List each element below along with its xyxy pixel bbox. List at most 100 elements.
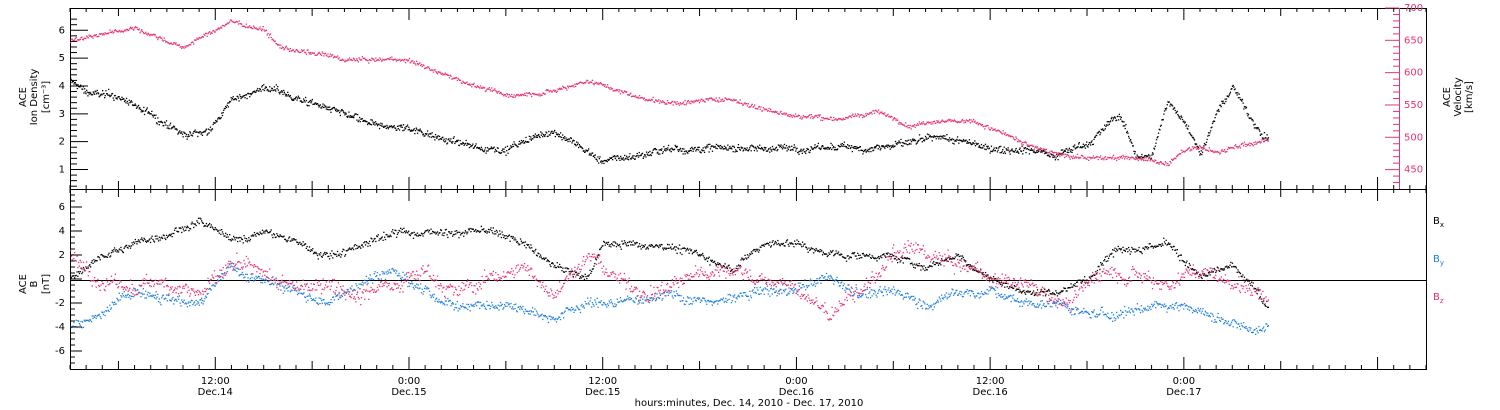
density-point — [1017, 151, 1019, 153]
bx-point — [487, 228, 490, 231]
bx-point — [750, 253, 752, 256]
by-point — [217, 280, 220, 282]
by-point — [104, 314, 106, 317]
velocity-point — [690, 100, 693, 102]
density-point — [233, 99, 235, 101]
velocity-point — [312, 52, 315, 55]
bx-point — [608, 245, 610, 247]
density-point — [979, 146, 981, 148]
density-point — [1044, 151, 1047, 153]
bx-point — [1194, 269, 1196, 271]
velocity-point — [354, 60, 356, 62]
velocity-point — [892, 119, 894, 121]
by-point — [205, 295, 207, 297]
bx-point — [1049, 293, 1051, 295]
bx-point — [1256, 293, 1258, 295]
velocity-point — [1193, 146, 1195, 148]
bx-point — [114, 250, 116, 252]
velocity-point — [1097, 158, 1099, 161]
density-point — [1099, 134, 1101, 136]
velocity-point — [988, 127, 990, 129]
velocity-point — [941, 119, 944, 121]
density-point — [1183, 122, 1186, 124]
velocity-point — [636, 97, 638, 99]
density-point — [1241, 98, 1244, 101]
velocity-point — [802, 115, 804, 117]
density-point — [910, 140, 913, 143]
density-point — [1058, 154, 1060, 156]
by-point — [220, 279, 222, 281]
by-point — [172, 296, 174, 299]
bx-point — [874, 257, 876, 259]
velocity-point — [1251, 143, 1253, 145]
bx-point — [733, 271, 735, 273]
velocity-point — [905, 122, 907, 124]
by-point — [90, 321, 93, 323]
density-point — [156, 123, 158, 125]
density-point — [1245, 107, 1247, 109]
velocity-point — [420, 64, 422, 67]
velocity-point — [245, 23, 248, 25]
velocity-point — [1221, 149, 1223, 151]
density-point — [635, 155, 637, 158]
bx-point — [801, 246, 803, 248]
velocity-point — [355, 59, 357, 62]
velocity-point — [109, 29, 111, 31]
density-point — [1061, 152, 1063, 155]
bx-point — [355, 248, 357, 250]
velocity-point — [894, 118, 896, 120]
density-point — [230, 97, 232, 99]
density-point — [937, 136, 939, 138]
density-point — [385, 127, 387, 129]
bx-point — [398, 229, 400, 232]
density-point — [619, 159, 621, 161]
velocity-point — [487, 88, 489, 90]
velocity-point — [1249, 145, 1251, 147]
density-point — [655, 148, 658, 151]
density-point — [189, 132, 192, 134]
bx-point — [92, 262, 94, 264]
velocity-point — [633, 95, 635, 97]
bx-point — [78, 272, 81, 275]
velocity-point — [1173, 158, 1175, 160]
velocity-point — [1149, 160, 1151, 162]
bx-point — [265, 229, 268, 231]
bx-point — [706, 257, 708, 259]
density-point — [761, 146, 763, 149]
velocity-point — [312, 52, 314, 54]
density-point — [784, 147, 786, 149]
velocity-point — [453, 77, 455, 80]
bx-point — [290, 240, 292, 242]
density-point — [195, 131, 198, 133]
density-point — [108, 94, 110, 96]
density-point — [431, 132, 433, 134]
density-point — [1198, 151, 1200, 153]
density-point — [455, 141, 457, 143]
velocity-point — [1099, 156, 1101, 159]
density-point — [598, 158, 600, 160]
velocity-point — [653, 101, 655, 103]
velocity-point — [664, 103, 666, 105]
by-point — [142, 288, 144, 290]
density-point — [470, 145, 473, 147]
bx-point — [1035, 294, 1037, 296]
velocity-point — [1030, 144, 1032, 147]
velocity-point — [527, 92, 529, 94]
density-point — [1155, 139, 1158, 141]
bx-point — [949, 258, 951, 260]
density-point — [1185, 125, 1187, 127]
density-point — [238, 100, 240, 102]
velocity-point — [343, 59, 345, 61]
velocity-point — [694, 100, 697, 103]
bx-point — [1093, 274, 1095, 276]
density-point — [946, 134, 948, 136]
velocity-point — [80, 37, 82, 39]
density-point — [75, 83, 77, 85]
density-point — [168, 128, 170, 130]
velocity-point — [646, 99, 648, 101]
velocity-point — [1195, 146, 1197, 148]
velocity-point — [863, 116, 865, 118]
bx-point — [1069, 287, 1071, 289]
density-point — [1234, 88, 1236, 90]
bx-point — [1018, 291, 1020, 293]
